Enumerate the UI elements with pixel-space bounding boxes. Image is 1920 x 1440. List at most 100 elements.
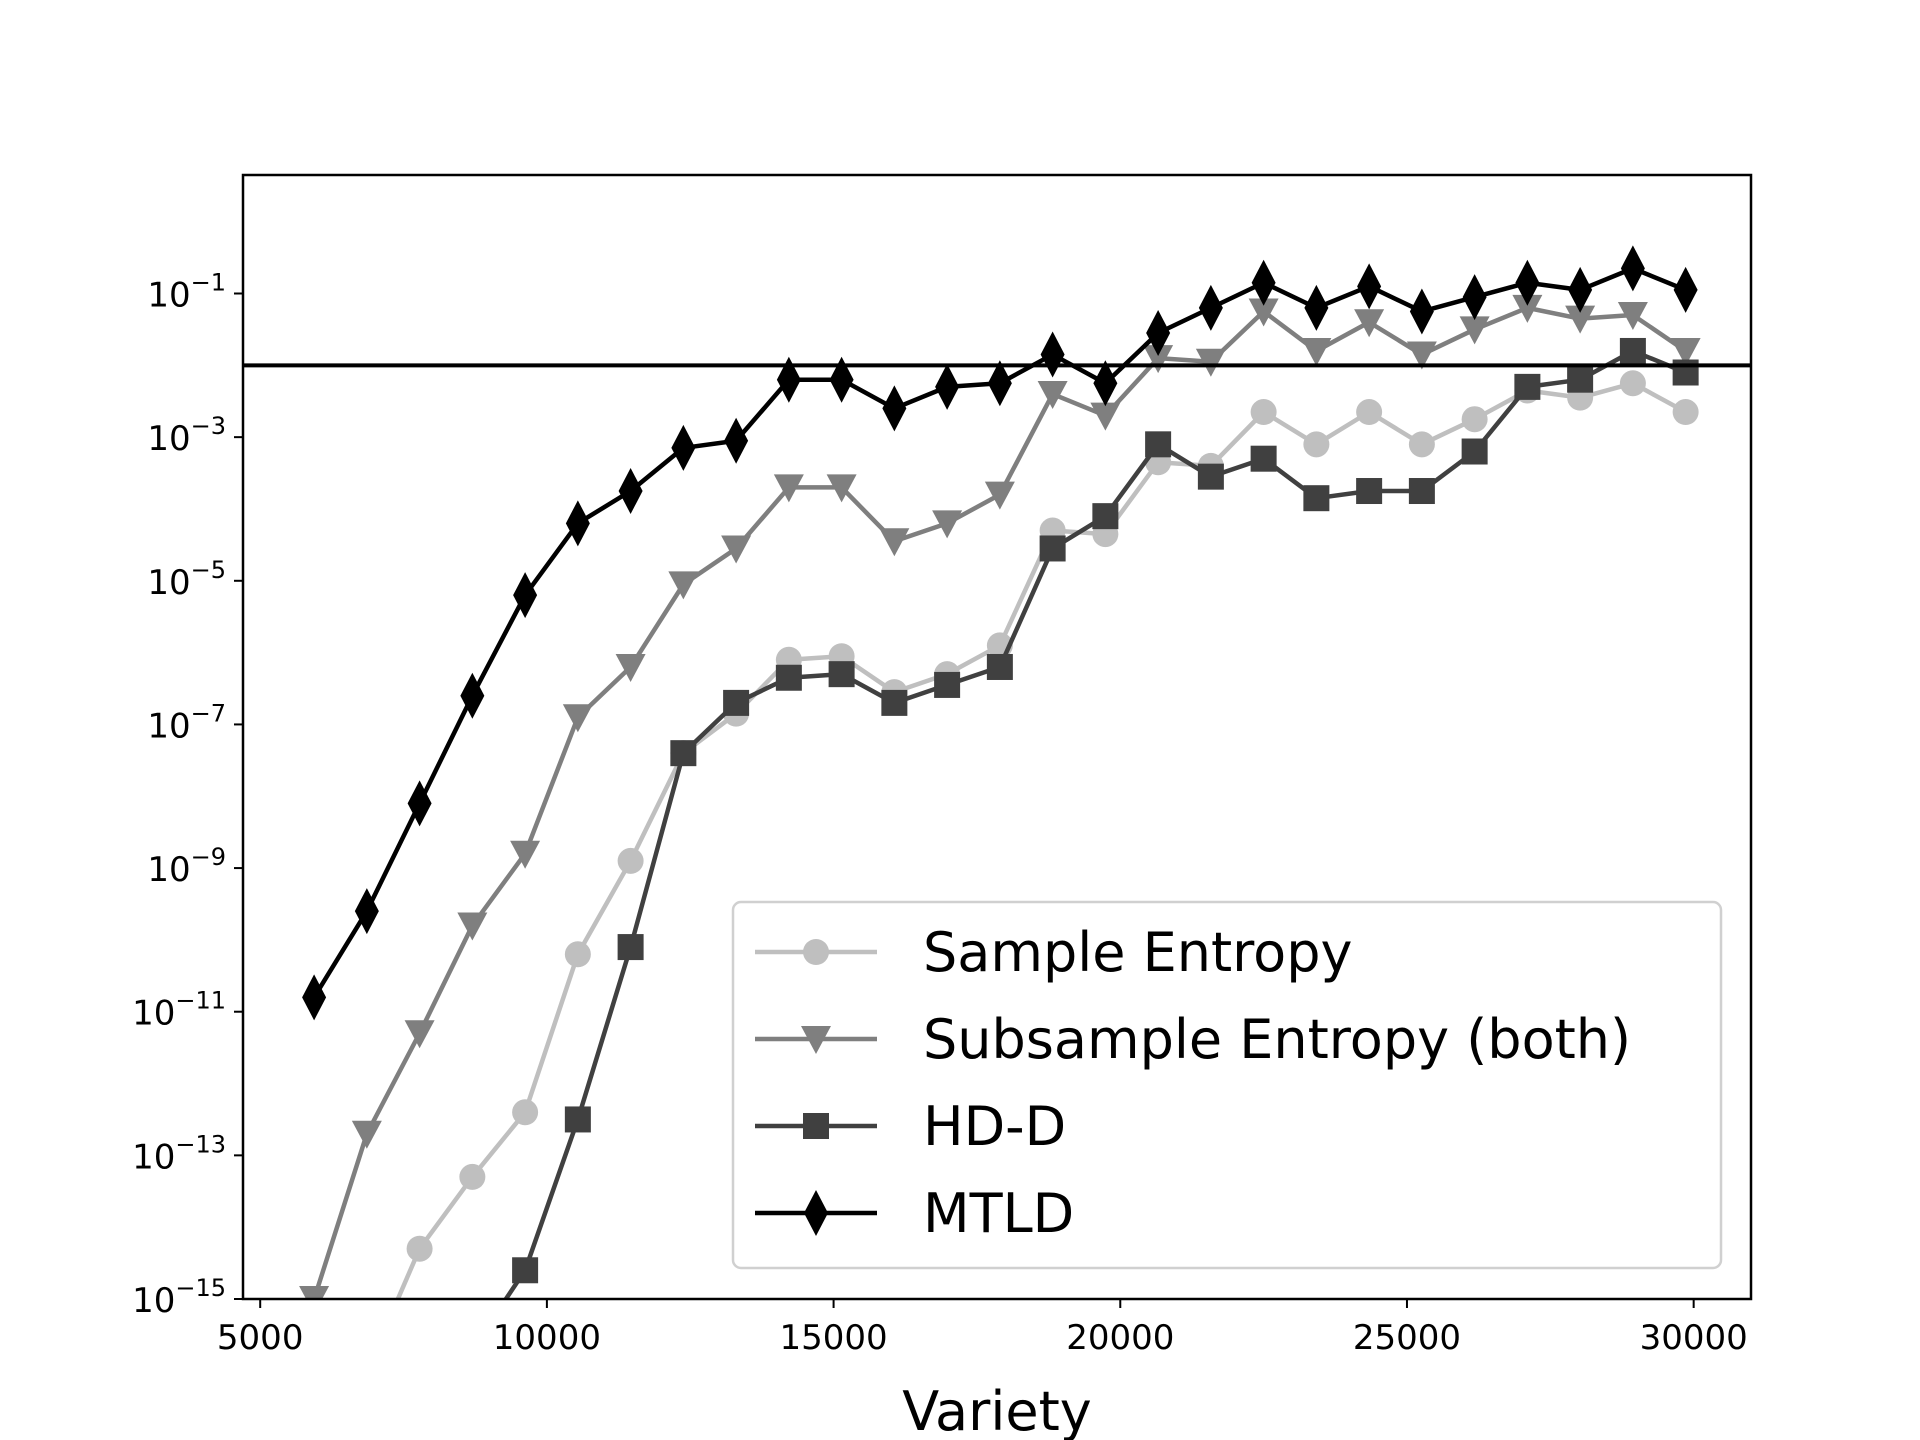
data-point: [773, 474, 804, 503]
data-point: [1672, 399, 1699, 426]
data-point: [723, 689, 750, 716]
data-point: [881, 689, 908, 716]
data-point: [510, 840, 541, 869]
data-point: [1143, 345, 1174, 374]
data-point: [1301, 337, 1332, 366]
y-axis: 10−1 10−3 10−5 10−7 10−9 10−11 10−13 10−15: [132, 269, 243, 1321]
y-tick-label: 10−7: [147, 699, 226, 746]
data-point: [986, 653, 1013, 680]
data-point: [617, 934, 644, 961]
data-point: [562, 704, 593, 733]
y-tick-label: 10−5: [147, 556, 226, 603]
x-tick-label: 10000: [493, 1318, 601, 1358]
data-point: [615, 653, 646, 682]
data-point: [987, 360, 1012, 407]
data-point: [351, 1120, 382, 1149]
data-point: [565, 500, 590, 547]
x-tick-label: 20000: [1066, 1318, 1174, 1358]
data-point: [724, 417, 749, 464]
data-point: [1515, 259, 1540, 306]
x-tick-label: 25000: [1353, 1318, 1461, 1358]
data-point: [829, 356, 854, 403]
data-point: [617, 847, 644, 874]
data-point: [1250, 445, 1277, 472]
legend-marker: [801, 1026, 831, 1054]
x-axis: 5000 10000 15000 20000 25000 30000: [217, 1299, 1748, 1358]
series-4: [302, 245, 1698, 1021]
data-point: [1303, 431, 1330, 458]
y-tick-label: 10−15: [132, 1274, 226, 1321]
legend: Sample Entropy Subsample Entropy (both) HD…: [731, 900, 1723, 1270]
data-point: [882, 385, 907, 432]
legend-entry: Sample Entropy: [755, 921, 1352, 984]
y-tick-label: 10−13: [132, 1130, 226, 1177]
data-point: [1251, 259, 1276, 306]
data-point: [1461, 406, 1488, 433]
data-point: [934, 671, 961, 698]
data-point: [1620, 245, 1645, 292]
data-point: [406, 1235, 433, 1262]
data-point: [670, 740, 697, 767]
legend-label: Subsample Entropy (both): [923, 1008, 1631, 1071]
data-point: [721, 535, 752, 564]
legend-marker: [803, 939, 829, 965]
plot-area: [243, 245, 1751, 1299]
data-point: [299, 1286, 330, 1299]
data-point: [1512, 294, 1543, 323]
data-point: [828, 661, 855, 688]
data-point: [932, 510, 963, 539]
data-point: [407, 780, 432, 827]
data-point: [1250, 399, 1277, 426]
data-point: [618, 468, 643, 515]
axes-frame: [241, 173, 1753, 1301]
x-tick-label: 30000: [1640, 1318, 1748, 1358]
data-point: [1568, 266, 1593, 313]
data-point: [1037, 381, 1068, 410]
data-point: [1303, 485, 1330, 512]
data-point: [1195, 348, 1226, 377]
y-tick-label: 10−9: [147, 843, 226, 890]
data-point: [1357, 263, 1382, 310]
y-tick-label: 10−11: [132, 987, 226, 1034]
data-point: [1146, 310, 1171, 357]
data-point: [1093, 360, 1118, 407]
data-point: [984, 481, 1015, 510]
data-point: [879, 528, 910, 557]
data-point: [1619, 370, 1646, 397]
data-point: [404, 1020, 435, 1049]
legend-marker: [804, 1190, 828, 1236]
data-point: [1459, 316, 1490, 345]
data-point: [668, 571, 699, 600]
x-tick-label: 15000: [779, 1318, 887, 1358]
data-point: [564, 1106, 591, 1133]
legend-label: MTLD: [923, 1182, 1074, 1245]
legend-entry: HD-D: [755, 1095, 1066, 1158]
legend-marker: [803, 1113, 829, 1139]
data-point: [1356, 478, 1383, 505]
data-point: [776, 356, 801, 403]
legend-label: HD-D: [923, 1095, 1066, 1158]
data-point: [512, 1099, 539, 1126]
data-point: [1248, 298, 1279, 327]
legend-entry: Subsample Entropy (both): [755, 1008, 1631, 1071]
data-point: [302, 974, 327, 1021]
data-point: [457, 912, 488, 941]
data-point: [1197, 463, 1224, 490]
data-point: [460, 672, 485, 719]
data-point: [1145, 431, 1172, 458]
data-point: [1617, 302, 1648, 331]
y-tick-label: 10−3: [147, 412, 226, 459]
legend-entry: MTLD: [755, 1182, 1074, 1245]
data-point: [1619, 337, 1646, 364]
data-point: [354, 888, 379, 935]
data-point: [1567, 366, 1594, 393]
data-point: [1090, 402, 1121, 431]
data-point: [1092, 503, 1119, 530]
data-point: [1356, 399, 1383, 426]
data-point: [564, 941, 591, 968]
data-point: [1673, 266, 1698, 313]
data-point: [1354, 309, 1385, 338]
data-point: [1408, 431, 1435, 458]
data-point: [1409, 288, 1434, 335]
